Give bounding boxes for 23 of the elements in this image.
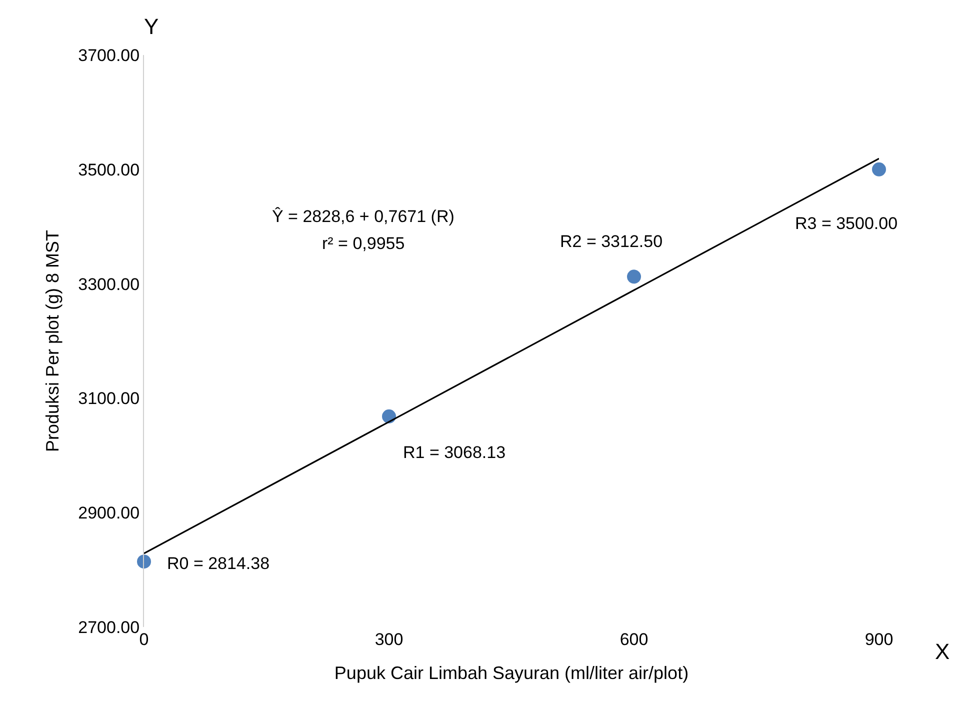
annotation: R2 = 3312.50	[560, 232, 663, 251]
y-axis-title: Produksi Per plot (g) 8 MST	[42, 230, 62, 452]
annotation: Ŷ = 2828,6 + 0,7671 (R)	[272, 207, 454, 226]
y-tick-label: 2900.00	[78, 504, 140, 523]
x-tick-label: 900	[864, 630, 894, 649]
y-tick-label: 2700.00	[78, 618, 140, 637]
annotation: R1 = 3068.13	[403, 443, 506, 462]
y-tick-label: 3100.00	[78, 389, 140, 408]
y-tick-label: 3500.00	[78, 160, 140, 180]
point	[627, 270, 641, 284]
annotation: r² = 0,9955	[322, 234, 405, 253]
point	[137, 554, 151, 569]
x-tick-label: 600	[620, 630, 648, 649]
x-tick-label: 300	[374, 630, 404, 649]
text: X	[935, 639, 950, 664]
y-tick-label: 3300.00	[78, 274, 140, 294]
text: Y	[144, 14, 159, 39]
annotation: R0 = 2814.38	[167, 554, 270, 573]
x-axis-title: Pupuk Cair Limbah Sayuran (ml/liter air/plot)	[334, 663, 689, 684]
annotation: R3 = 3500.00	[795, 214, 898, 233]
y-tick-label: 3700.00	[78, 46, 140, 65]
point	[872, 162, 886, 176]
x-tick-label: 0	[139, 630, 149, 649]
